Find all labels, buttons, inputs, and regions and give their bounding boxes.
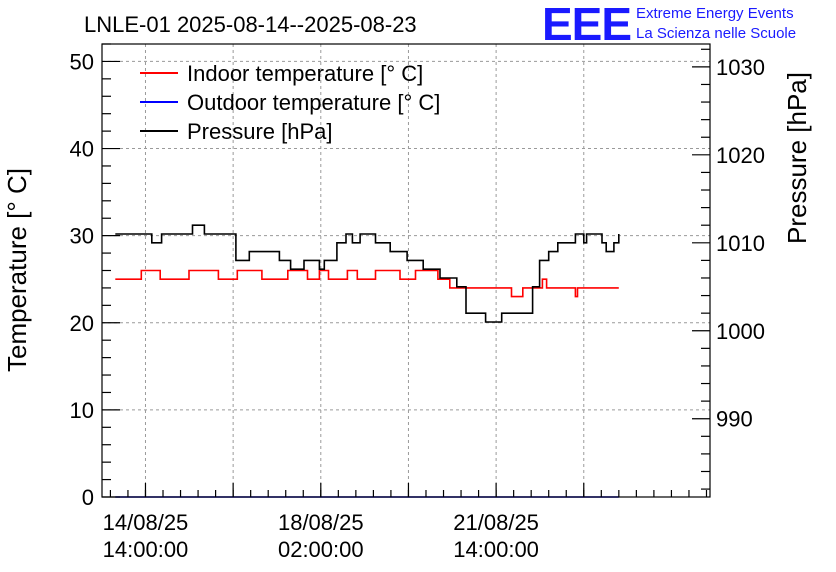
- x-tick-date-label: 21/08/25: [453, 510, 539, 535]
- y2-axis-title: Pressure [hPa]: [782, 72, 812, 244]
- legend-label: Outdoor temperature [° C]: [187, 90, 440, 115]
- x-tick-time-label: 14:00:00: [103, 537, 189, 562]
- tick-labels: 01020304050990100010101020103014/08/2514…: [70, 49, 765, 562]
- logo-line-1: Extreme Energy Events: [636, 5, 794, 22]
- grid-lines: [102, 44, 710, 497]
- logo-line-2: La Scienza nelle Scuole: [636, 25, 796, 42]
- x-tick-time-label: 14:00:00: [453, 537, 539, 562]
- y-tick-label: 20: [70, 311, 94, 336]
- y2-tick-label: 1030: [716, 55, 765, 80]
- y2-tick-label: 1010: [716, 231, 765, 256]
- y2-tick-label: 1020: [716, 143, 765, 168]
- eee-logo-mark: EEE: [542, 0, 631, 50]
- legend-label: Indoor temperature [° C]: [187, 61, 423, 86]
- x-tick-date-label: 14/08/25: [103, 510, 189, 535]
- y-tick-label: 40: [70, 137, 94, 162]
- series-layer: [115, 224, 620, 498]
- y-axis-title: Temperature [° C]: [2, 168, 32, 372]
- y-tick-label: 30: [70, 224, 94, 249]
- x-tick-time-label: 02:00:00: [278, 537, 364, 562]
- eee-logo: EEE Extreme Energy Events La Scienza nel…: [542, 0, 796, 50]
- series-line-2: [115, 224, 620, 323]
- y-tick-label: 0: [82, 485, 94, 510]
- y-tick-label: 10: [70, 398, 94, 423]
- axis-ticks: [102, 43, 710, 498]
- y2-tick-label: 1000: [716, 319, 765, 344]
- legend: Indoor temperature [° C] Outdoor temperat…: [140, 61, 440, 144]
- series-line-0: [115, 269, 619, 298]
- x-tick-date-label: 18/08/25: [278, 510, 364, 535]
- legend-label: Pressure [hPa]: [187, 119, 333, 144]
- chart-title: LNLE-01 2025-08-14--2025-08-23: [84, 12, 417, 37]
- y2-tick-label: 990: [716, 407, 753, 432]
- y-tick-label: 50: [70, 49, 94, 74]
